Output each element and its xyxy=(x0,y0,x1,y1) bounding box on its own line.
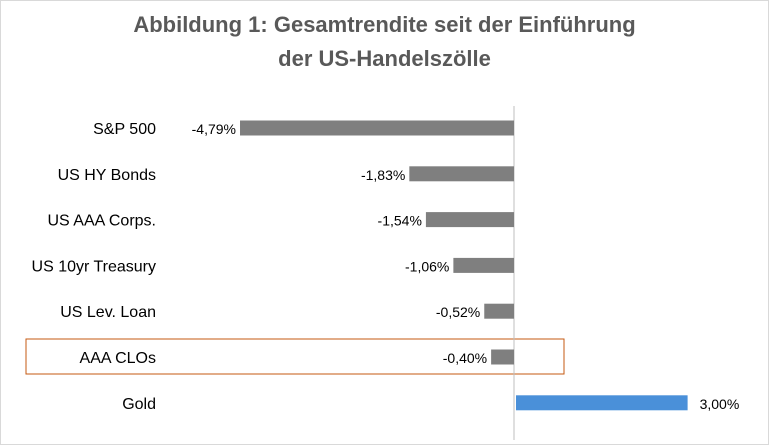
bar xyxy=(240,120,514,136)
bar xyxy=(425,212,514,228)
bar xyxy=(491,349,514,365)
chart-title: Abbildung 1: Gesamtrendite seit der Einf… xyxy=(0,8,769,76)
data-label: -1,06% xyxy=(405,258,449,274)
category-label: US 10yr Treasury xyxy=(32,258,156,275)
bar xyxy=(484,303,514,319)
category-label: US Lev. Loan xyxy=(60,304,156,321)
bar xyxy=(516,395,688,411)
category-label: Gold xyxy=(122,396,156,413)
category-label: S&P 500 xyxy=(93,121,156,138)
highlight-box xyxy=(25,338,565,375)
data-label: -0,52% xyxy=(436,304,480,320)
data-label: 3,00% xyxy=(700,396,740,412)
category-label: AAA CLOs xyxy=(80,350,156,367)
data-label: -1,83% xyxy=(361,167,405,183)
category-label: US AAA Corps. xyxy=(48,213,157,230)
bar xyxy=(453,257,514,273)
data-label: -0,40% xyxy=(443,350,487,366)
chart-title-line-2: der US-Handelszölle xyxy=(278,46,491,71)
bar xyxy=(409,166,514,182)
data-label: -4,79% xyxy=(192,121,236,137)
chart-title-line-1: Abbildung 1: Gesamtrendite seit der Einf… xyxy=(133,12,636,37)
data-label: -1,54% xyxy=(378,213,422,229)
category-label: US HY Bonds xyxy=(58,167,156,184)
